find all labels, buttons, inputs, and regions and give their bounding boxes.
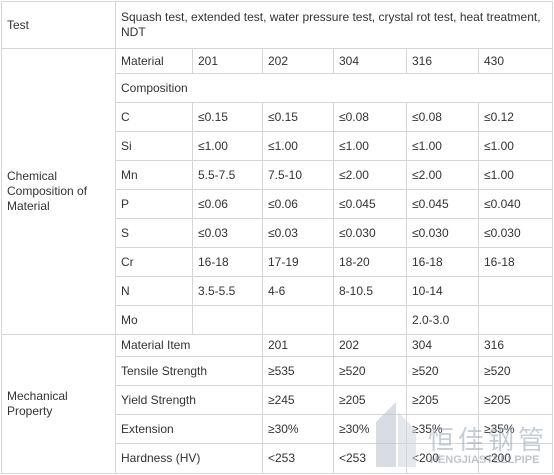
value-cell: ≤1.00 bbox=[192, 131, 263, 161]
value-cell: 17-19 bbox=[262, 247, 334, 277]
element-cell: Si bbox=[115, 131, 193, 161]
value-cell: ≤1.00 bbox=[406, 131, 479, 161]
value-cell: ≤2.00 bbox=[406, 160, 479, 190]
value-cell: ≤0.08 bbox=[406, 102, 479, 132]
property-cell: Hardness (HV) bbox=[115, 443, 263, 474]
header-cell: 430 bbox=[477, 48, 554, 74]
value-cell: ≤0.040 bbox=[477, 189, 554, 219]
value-cell: 5.5-7.5 bbox=[192, 160, 263, 190]
table-row: Mo 2.0-3.0 bbox=[2, 305, 554, 335]
value-cell: ≤0.03 bbox=[192, 218, 263, 248]
value-cell: ≤0.030 bbox=[406, 218, 479, 248]
value-cell: ≥35% bbox=[406, 414, 479, 444]
value-cell: ≥520 bbox=[477, 356, 554, 386]
value-cell: ≤0.12 bbox=[477, 102, 554, 132]
element-cell: Mo bbox=[115, 305, 193, 335]
value-cell: ≥535 bbox=[262, 356, 334, 386]
value-cell: ≥35% bbox=[477, 414, 554, 444]
header-cell: 202 bbox=[333, 334, 407, 357]
header-cell: Material Item bbox=[115, 334, 263, 357]
value-cell: ≤1.00 bbox=[262, 131, 334, 161]
property-cell: Tensile Strength bbox=[115, 356, 263, 386]
value-cell: ≤0.06 bbox=[262, 189, 334, 219]
value-cell: 8-10.5 bbox=[333, 276, 407, 306]
value-cell: 10-14 bbox=[406, 276, 479, 306]
value-cell: 16-18 bbox=[406, 247, 479, 277]
value-cell: ≥205 bbox=[406, 385, 479, 415]
header-cell: 316 bbox=[406, 48, 479, 74]
table-row: Chemical Composition of Material Material… bbox=[1, 48, 554, 335]
row-label: Test bbox=[1, 1, 116, 49]
table-row: Yield Strength ≥245 ≥205 ≥205 ≥205 bbox=[2, 385, 554, 415]
header-cell: 304 bbox=[406, 334, 479, 357]
element-cell: S bbox=[115, 218, 193, 248]
table-row: Composition bbox=[2, 73, 554, 103]
value-cell: ≤0.045 bbox=[406, 189, 479, 219]
header-cell: 316 bbox=[477, 334, 554, 357]
value-cell: 18-20 bbox=[333, 247, 407, 277]
value-cell bbox=[262, 305, 334, 335]
section-label: Chemical Composition of Material bbox=[1, 48, 116, 335]
header-cell: 304 bbox=[333, 48, 407, 74]
value-cell: 16-18 bbox=[477, 247, 554, 277]
property-cell: Yield Strength bbox=[115, 385, 263, 415]
header-cell: 202 bbox=[262, 48, 334, 74]
value-cell: ≤0.15 bbox=[262, 102, 334, 132]
table-row: Test Squash test, extended test, water pr… bbox=[1, 1, 554, 49]
composition-label: Composition bbox=[114, 73, 554, 103]
value-cell: ≤0.06 bbox=[192, 189, 263, 219]
value-cell: ≥205 bbox=[477, 385, 554, 415]
header-cell: 201 bbox=[262, 334, 334, 357]
value-cell: 4-6 bbox=[262, 276, 334, 306]
value-cell: 3.5-5.5 bbox=[192, 276, 263, 306]
value-cell: <200 bbox=[477, 443, 554, 474]
value-cell: ≥520 bbox=[406, 356, 479, 386]
value-cell: ≤0.15 bbox=[192, 102, 263, 132]
element-cell: Mn bbox=[115, 160, 193, 190]
value-cell: ≥205 bbox=[333, 385, 407, 415]
property-cell: Extension bbox=[115, 414, 263, 444]
value-cell: ≥30% bbox=[333, 414, 407, 444]
value-cell: <253 bbox=[333, 443, 407, 474]
value-cell: ≤0.030 bbox=[477, 218, 554, 248]
value-cell: ≥520 bbox=[333, 356, 407, 386]
value-cell: ≤0.03 bbox=[262, 218, 334, 248]
value-cell bbox=[477, 276, 554, 306]
value-cell: ≤0.08 bbox=[333, 102, 407, 132]
value-cell: ≤1.00 bbox=[477, 131, 554, 161]
value-cell: <253 bbox=[262, 443, 334, 474]
value-cell: ≤1.00 bbox=[477, 160, 554, 190]
value-cell: ≤1.00 bbox=[333, 131, 407, 161]
table-row: C ≤0.15 ≤0.15 ≤0.08 ≤0.08 ≤0.12 bbox=[2, 102, 554, 132]
value-cell: 16-18 bbox=[192, 247, 263, 277]
value-cell bbox=[192, 305, 263, 335]
table-row: S ≤0.03 ≤0.03 ≤0.030 ≤0.030 ≤0.030 bbox=[2, 218, 554, 248]
value-cell bbox=[477, 305, 554, 335]
table-row: Hardness (HV) <253 <253 <200 <200 bbox=[2, 443, 554, 474]
section-label: Mechanical Property bbox=[1, 334, 116, 474]
value-cell: 2.0-3.0 bbox=[406, 305, 479, 335]
value-cell: ≤0.045 bbox=[333, 189, 407, 219]
test-value: Squash test, extended test, water pressu… bbox=[114, 1, 554, 49]
element-cell: C bbox=[115, 102, 193, 132]
value-cell: <200 bbox=[406, 443, 479, 474]
value-cell: ≥245 bbox=[262, 385, 334, 415]
value-cell: ≤0.030 bbox=[333, 218, 407, 248]
header-cell: Material bbox=[115, 48, 193, 74]
table-row: N 3.5-5.5 4-6 8-10.5 10-14 bbox=[2, 276, 554, 306]
table-row: Mn 5.5-7.5 7.5-10 ≤2.00 ≤2.00 ≤1.00 bbox=[2, 160, 554, 190]
table-row: Mechanical Property Material Item 201 202 30… bbox=[1, 334, 554, 474]
value-cell: ≤2.00 bbox=[333, 160, 407, 190]
element-cell: Cr bbox=[115, 247, 193, 277]
element-cell: N bbox=[115, 276, 193, 306]
value-cell bbox=[333, 305, 407, 335]
header-cell: 201 bbox=[192, 48, 263, 74]
value-cell: 7.5-10 bbox=[262, 160, 334, 190]
element-cell: P bbox=[115, 189, 193, 219]
value-cell: ≥30% bbox=[262, 414, 334, 444]
